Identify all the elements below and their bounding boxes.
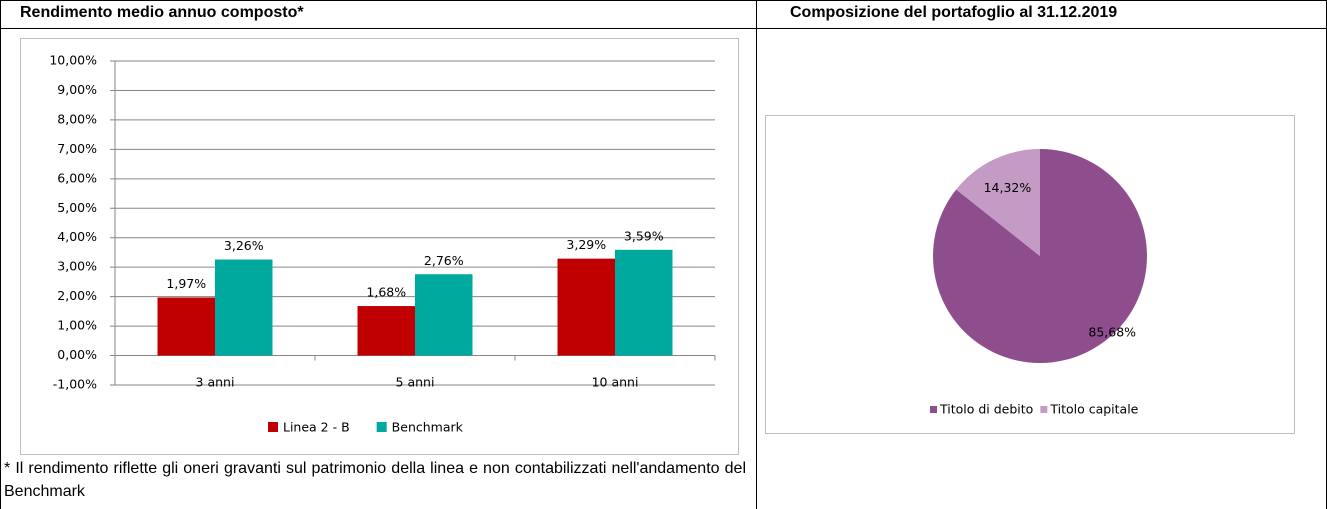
y-tick-label: 6,00% — [57, 170, 97, 185]
y-tick-label: 10,00% — [49, 53, 97, 68]
bar — [157, 297, 215, 356]
legend-swatch — [268, 422, 278, 432]
data-label: 2,76% — [424, 253, 464, 268]
y-tick-label: 2,00% — [57, 288, 97, 303]
legend-label: Linea 2 - B — [283, 420, 350, 435]
legend-label: Titolo di debito — [939, 402, 1033, 417]
y-tick-label: 0,00% — [57, 347, 97, 362]
bar — [415, 274, 473, 356]
bar — [615, 249, 673, 356]
data-label: 1,68% — [366, 285, 406, 300]
footnote: * Il rendimento riflette gli oneri grava… — [4, 460, 746, 500]
legend-label: Benchmark — [392, 420, 464, 435]
legend-label: Titolo capitale — [1049, 402, 1138, 417]
x-tick-label: 10 anni — [592, 375, 639, 390]
pie-slice — [932, 149, 1147, 363]
y-tick-label: 8,00% — [57, 111, 97, 126]
bar — [557, 258, 615, 356]
bar — [357, 306, 415, 356]
pie-chart-frame — [765, 115, 1295, 434]
y-tick-label: 1,00% — [57, 318, 97, 333]
bar-chart-frame — [20, 38, 739, 455]
data-label: 1,97% — [166, 276, 206, 291]
y-tick-label: -1,00% — [53, 377, 97, 392]
legend-swatch — [1040, 406, 1048, 413]
legend-swatch — [376, 422, 387, 432]
header-right: Composizione del portafoglio al 31.12.20… — [790, 4, 1118, 21]
y-tick-label: 9,00% — [57, 82, 97, 97]
data-label: 14,32% — [984, 180, 1032, 195]
header-left: Rendimento medio annuo composto* — [20, 4, 304, 21]
y-tick-label: 3,00% — [57, 259, 97, 274]
x-tick-label: 3 anni — [196, 375, 235, 390]
data-label: 3,29% — [566, 237, 606, 252]
data-label: 3,59% — [624, 228, 664, 243]
bar — [215, 259, 273, 356]
legend-swatch — [930, 406, 937, 413]
pie-slice — [956, 149, 1040, 256]
y-tick-label: 5,00% — [57, 200, 97, 215]
data-label: 3,26% — [224, 238, 264, 253]
y-tick-label: 4,00% — [57, 229, 97, 244]
y-tick-label: 7,00% — [57, 141, 97, 156]
x-tick-label: 5 anni — [396, 375, 435, 390]
data-label: 85,68% — [1088, 325, 1136, 340]
